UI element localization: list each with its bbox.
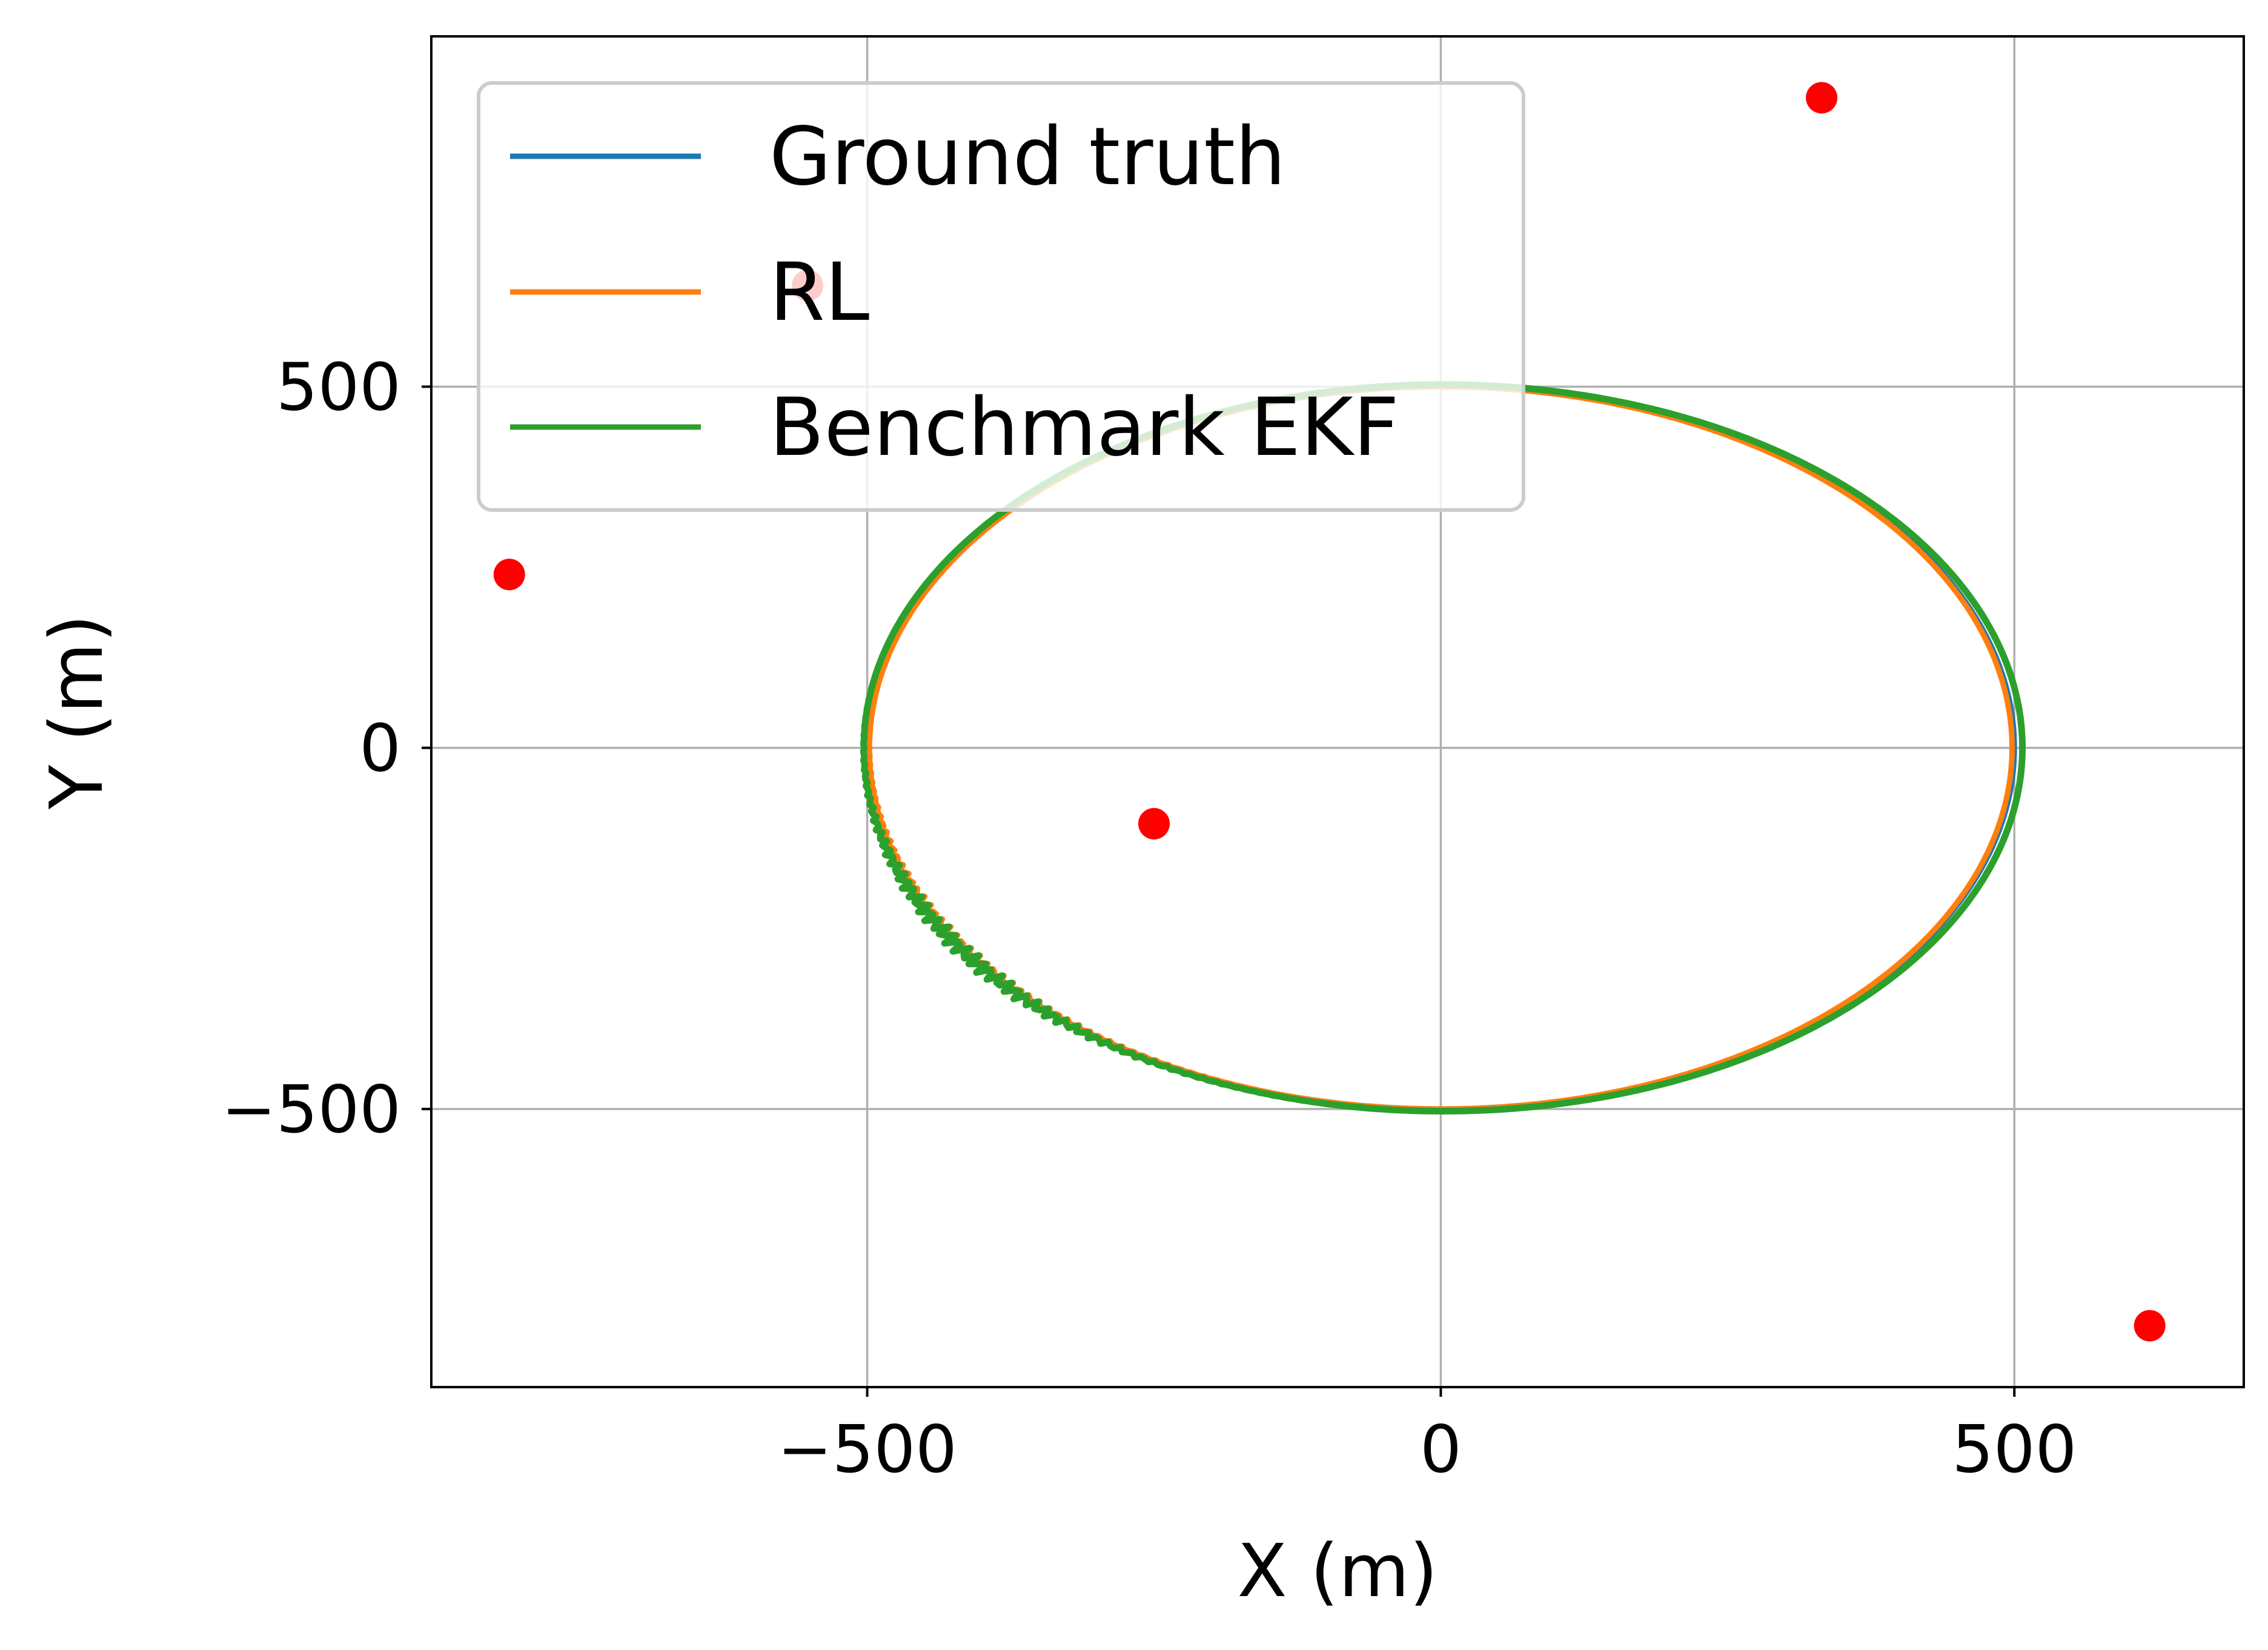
legend-box [477, 81, 1525, 512]
anchor-point-2 [1138, 807, 1170, 840]
ticks: −500 0 500 −500 0 500 [221, 350, 2077, 1488]
x-tick-label-2: 500 [1952, 1412, 2077, 1488]
axes-frame [430, 35, 2245, 1388]
series-layer [860, 381, 2026, 1115]
anchor-point-0 [493, 558, 525, 591]
y-axis-label: Y (m) [35, 614, 119, 810]
anchor-point-4 [2134, 1310, 2166, 1342]
legend-label-rl: RL [769, 246, 869, 339]
series-benchmark-ekf [860, 381, 2026, 1115]
anchor-point-3 [1806, 82, 1838, 114]
y-tick-label-1: 0 [359, 711, 401, 787]
y-tick-label-0: −500 [221, 1072, 401, 1148]
x-tick-label-1: 0 [1420, 1412, 1462, 1488]
x-tick-label-0: −500 [777, 1412, 957, 1488]
legend-label-ground-truth: Ground truth [769, 110, 1286, 204]
x-axis-label: X (m) [1238, 1529, 1438, 1614]
series-rl [866, 383, 2015, 1112]
legend-label-benchmark-ekf: Benchmark EKF [769, 381, 1399, 474]
legend: Ground truth RL Benchmark EKF [477, 81, 1525, 512]
y-tick-label-2: 500 [276, 350, 401, 425]
